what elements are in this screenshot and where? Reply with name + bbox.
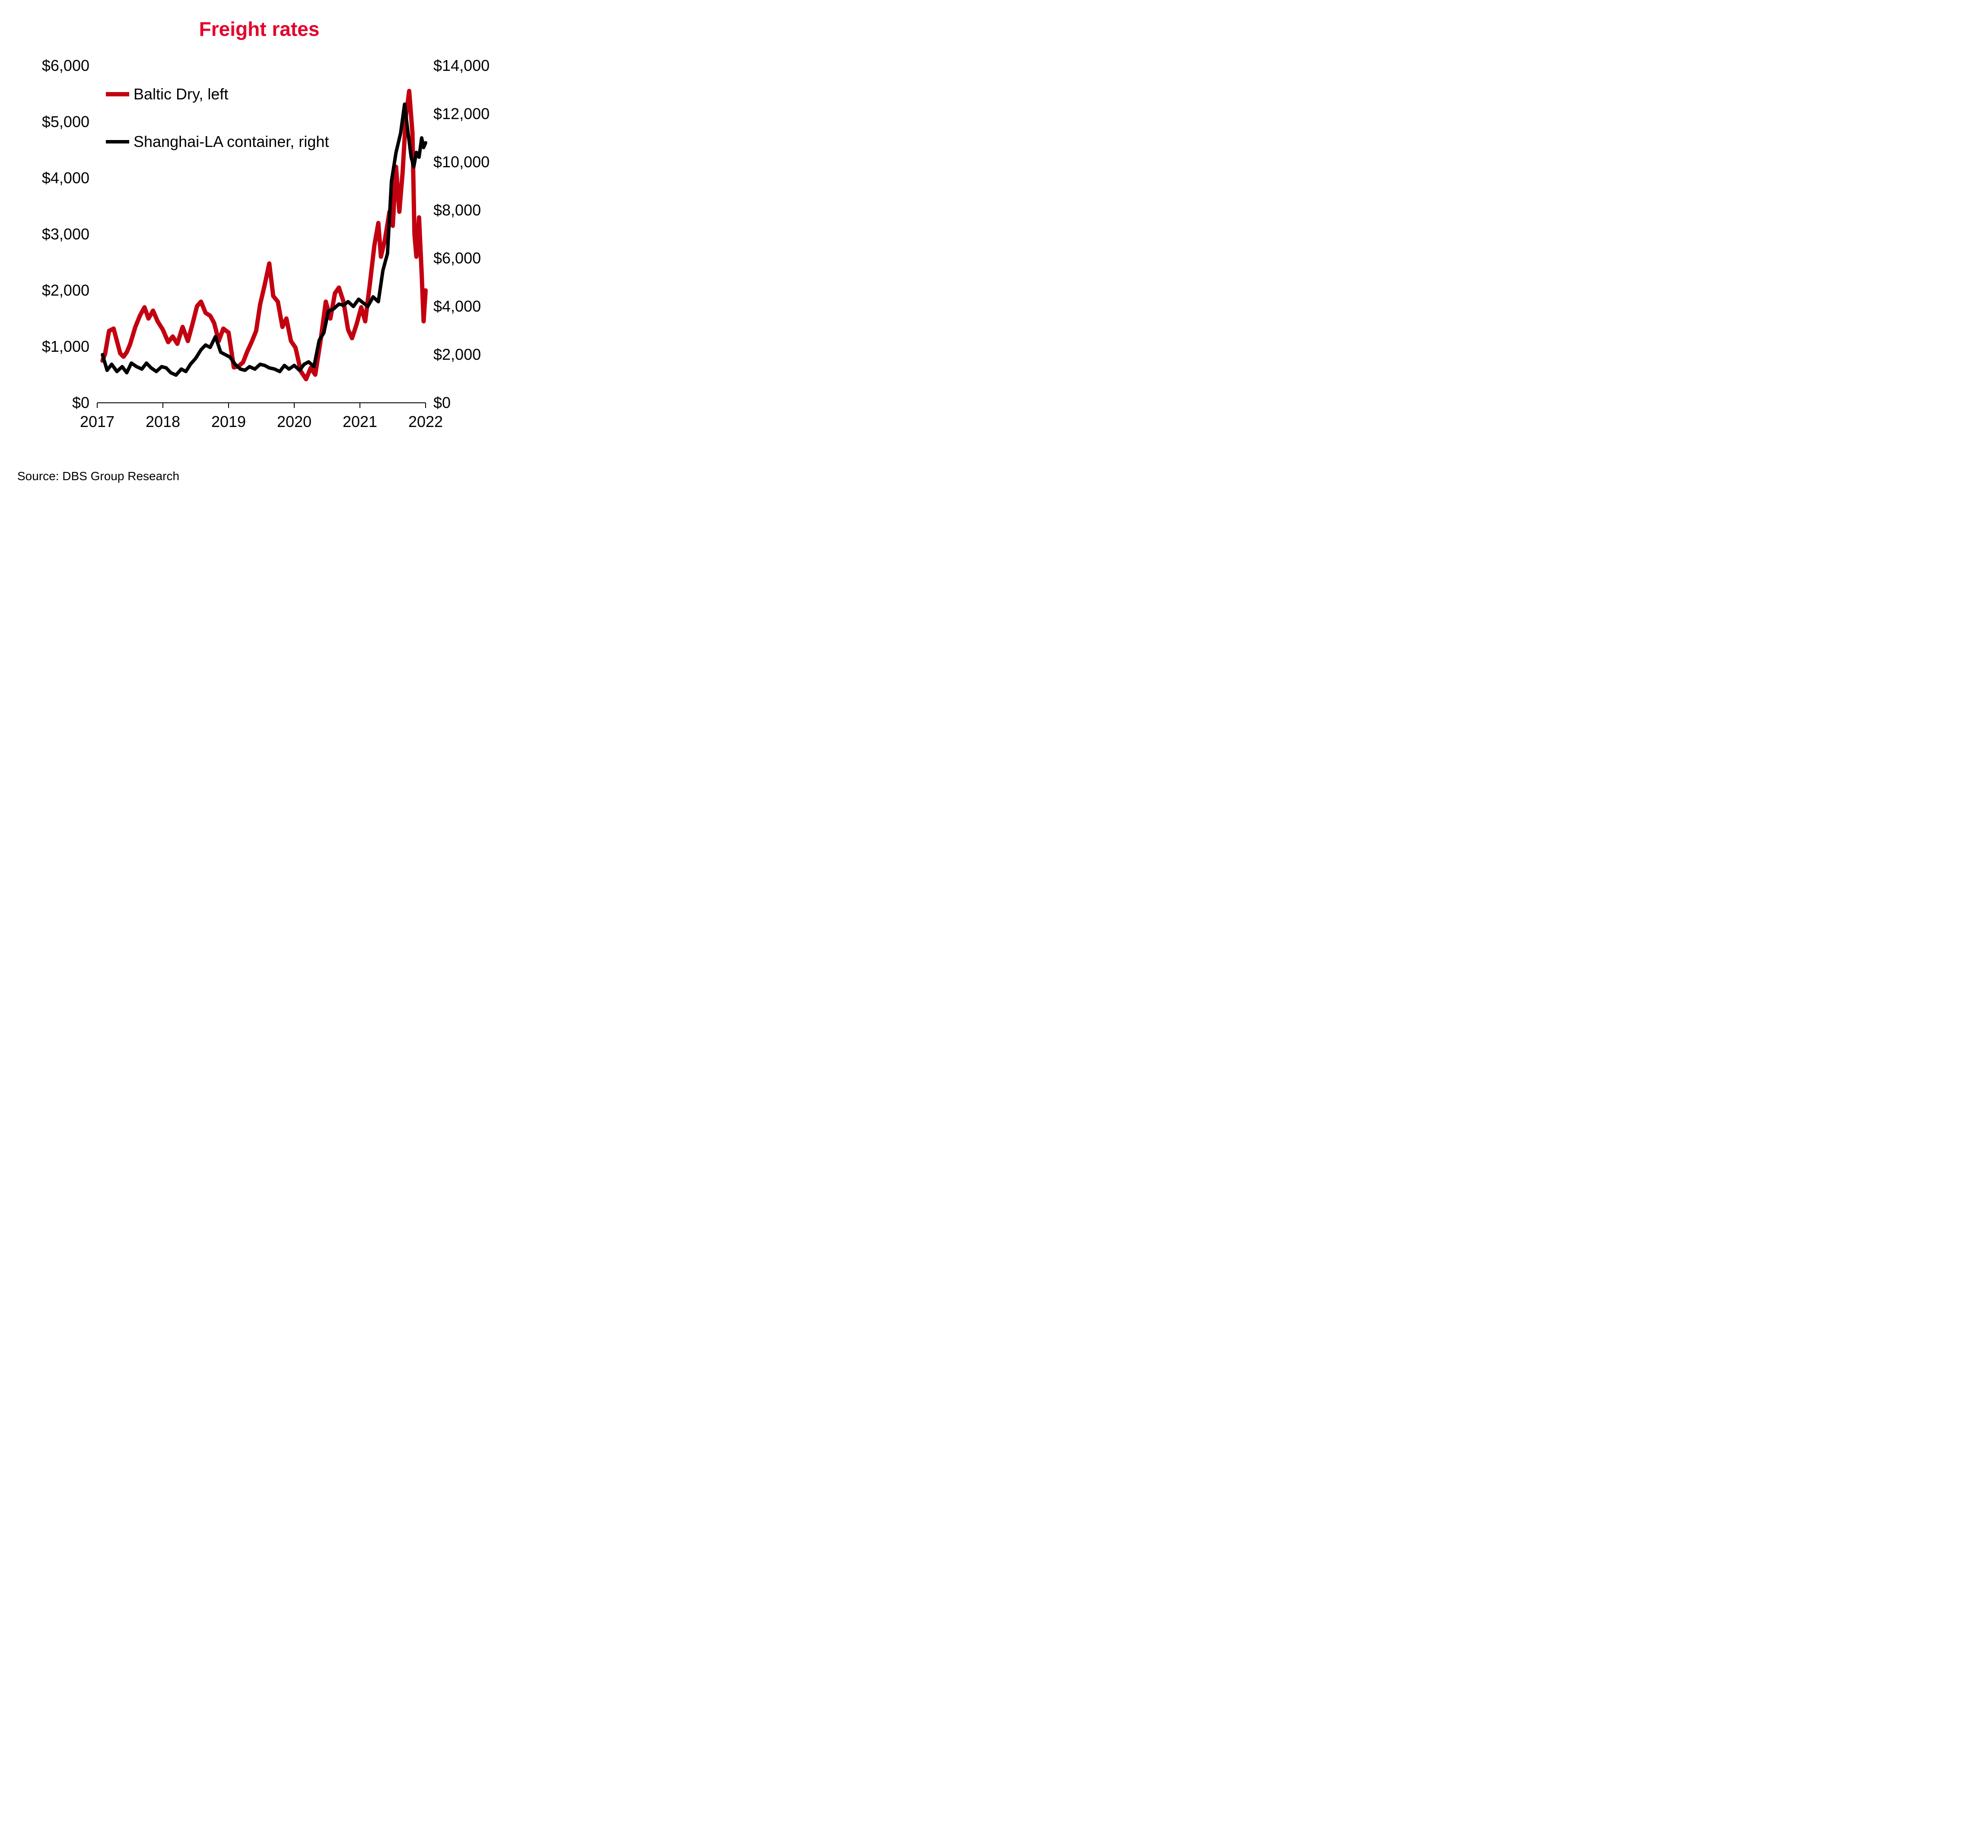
y-left-tick-label: $2,000	[42, 281, 89, 299]
chart-source: Source: DBS Group Research	[17, 469, 501, 483]
y-left-tick-label: $3,000	[42, 225, 89, 243]
y-right-tick-label: $0	[433, 394, 451, 411]
freight-rates-chart: 2017 2018 2019 2020 2021 2022 $0 $1,000 $2,000 $3…	[17, 44, 501, 459]
legend-swatch	[106, 140, 129, 143]
y-right-tick-label: $12,000	[433, 105, 490, 122]
chart-container: Freight rates 2017 2018 2019 2020 2021 2022 $0…	[17, 17, 501, 483]
y-right-tick-label: $10,000	[433, 153, 490, 171]
y-left-tick-label: $4,000	[42, 169, 89, 187]
x-tick-label: 2019	[211, 413, 246, 430]
legend-label: Shanghai-LA container, right	[134, 133, 329, 150]
x-tick-label: 2017	[80, 413, 115, 430]
x-tick-label: 2022	[408, 413, 443, 430]
x-tick-label: 2021	[343, 413, 377, 430]
y-left-tick-label: $1,000	[42, 338, 89, 355]
y-right-tick-label: $2,000	[433, 346, 481, 363]
y-right-tick-label: $14,000	[433, 57, 490, 74]
legend-swatch	[106, 92, 129, 96]
chart-title: Freight rates	[17, 17, 501, 41]
y-left-tick-label: $0	[72, 394, 89, 411]
y-right-tick-label: $4,000	[433, 297, 481, 315]
x-tick-label: 2018	[146, 413, 180, 430]
x-tick-label: 2020	[277, 413, 312, 430]
y-right-tick-label: $8,000	[433, 201, 481, 219]
y-left-tick-label: $5,000	[42, 113, 89, 131]
y-left-tick-label: $6,000	[42, 57, 89, 74]
legend-label: Baltic Dry, left	[134, 85, 228, 103]
y-right-tick-label: $6,000	[433, 249, 481, 267]
